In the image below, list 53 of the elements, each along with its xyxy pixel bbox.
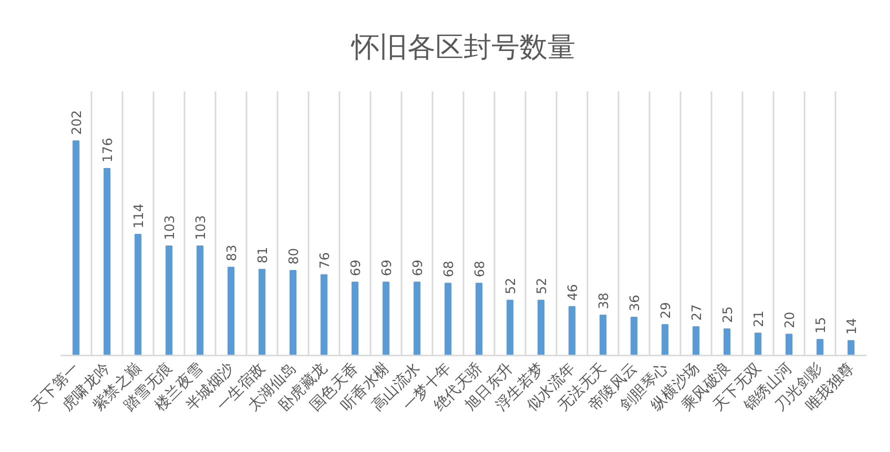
bar xyxy=(352,282,358,356)
data-label: 21 xyxy=(752,310,767,328)
bar xyxy=(166,246,172,356)
bar xyxy=(258,268,266,356)
data-label: 29 xyxy=(659,302,674,319)
data-label: 46 xyxy=(566,284,581,301)
data-label: 114 xyxy=(132,204,147,228)
bar xyxy=(600,314,606,356)
data-label: 103 xyxy=(194,215,209,240)
data-label: 176 xyxy=(101,138,116,162)
data-label: 52 xyxy=(504,278,519,294)
data-label: 25 xyxy=(721,306,736,323)
data-label: 83 xyxy=(225,244,240,262)
data-label: 69 xyxy=(349,260,364,276)
bar xyxy=(72,140,80,356)
bar xyxy=(754,332,762,356)
data-label: 69 xyxy=(411,260,426,276)
bar xyxy=(196,246,204,356)
data-label: 38 xyxy=(597,292,612,310)
bar xyxy=(444,282,452,356)
data-label: 69 xyxy=(380,260,395,276)
bar xyxy=(662,324,668,356)
data-label: 14 xyxy=(845,318,860,335)
chart-title: 怀旧各区封号数量 xyxy=(350,30,576,64)
bar xyxy=(476,282,482,356)
data-label: 52 xyxy=(535,278,550,294)
bar xyxy=(848,340,854,356)
data-label: 68 xyxy=(442,260,457,278)
bar xyxy=(414,282,420,356)
data-label: 103 xyxy=(163,215,178,240)
data-label: 76 xyxy=(318,252,333,269)
data-label: 15 xyxy=(814,317,829,334)
bar xyxy=(320,274,328,356)
bar xyxy=(290,270,296,356)
bar xyxy=(630,316,638,356)
bar xyxy=(134,234,142,356)
data-label: 80 xyxy=(287,248,302,264)
data-label: 36 xyxy=(628,294,643,312)
bar xyxy=(786,334,792,356)
bar xyxy=(816,339,824,356)
bar xyxy=(692,326,700,356)
data-label: 68 xyxy=(473,260,488,278)
bar xyxy=(568,306,576,356)
data-label: 202 xyxy=(70,110,85,135)
bar xyxy=(228,266,234,356)
data-label: 81 xyxy=(256,246,271,264)
bar xyxy=(104,168,110,356)
bar xyxy=(538,300,544,356)
bar xyxy=(506,300,514,356)
data-label: 27 xyxy=(690,304,705,321)
data-label: 20 xyxy=(783,312,798,328)
bar xyxy=(724,328,730,356)
bar xyxy=(382,282,390,356)
